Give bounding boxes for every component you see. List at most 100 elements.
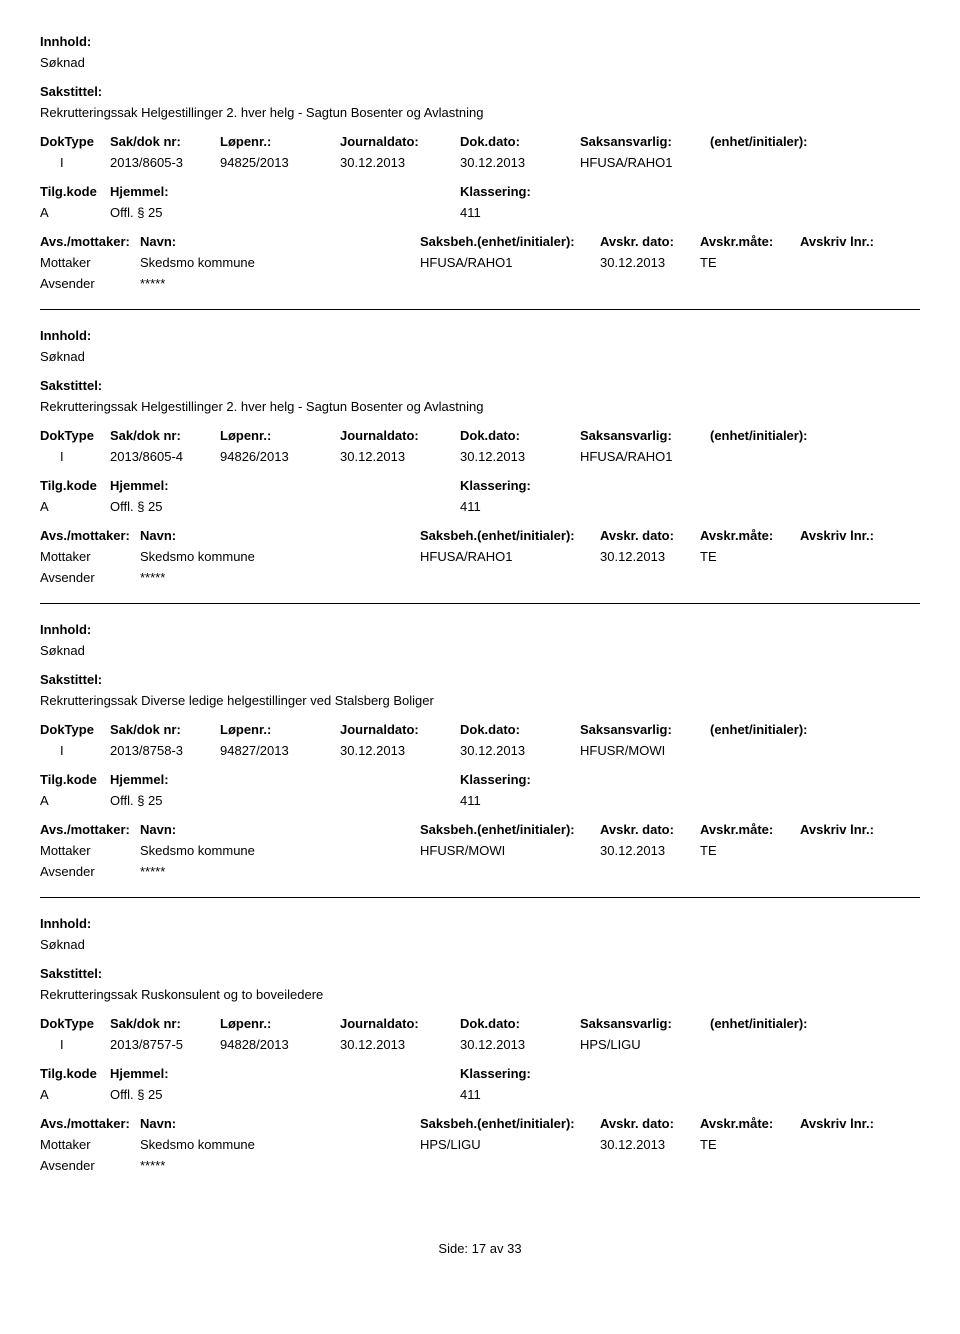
avsender-navn: *****	[140, 276, 420, 291]
avsender-label: Avsender	[40, 276, 140, 291]
lopenr-header: Løpenr.:	[220, 134, 340, 149]
mottaker-label: Mottaker	[40, 1137, 140, 1152]
klassering-value: 411	[460, 499, 660, 514]
innhold-value: Søknad	[40, 937, 920, 952]
saksansvarlig-value: HFUSA/RAHO1	[580, 155, 710, 170]
avsmottaker-header: Avs./mottaker:	[40, 822, 140, 837]
avskrdato-header: Avskr. dato:	[600, 234, 700, 249]
avskrdato-value: 30.12.2013	[600, 255, 700, 270]
saksbeh-header: Saksbeh.(enhet/initialer):	[420, 822, 600, 837]
avsender-navn: *****	[140, 1158, 420, 1173]
klassering-value: 411	[460, 793, 660, 808]
doktype-header: DokType	[40, 134, 110, 149]
innhold-value: Søknad	[40, 349, 920, 364]
hjemmel-value: Offl. § 25	[110, 793, 460, 808]
journaldato-value: 30.12.2013	[340, 1037, 460, 1052]
dokdato-value: 30.12.2013	[460, 155, 580, 170]
klassering-header: Klassering:	[460, 478, 660, 493]
footer-current: 17	[472, 1241, 486, 1256]
hjemmel-header: Hjemmel:	[110, 478, 460, 493]
saknr-value: 2013/8758-3	[110, 743, 220, 758]
enhet-header: (enhet/initialer):	[710, 428, 860, 443]
saknr-value: 2013/8757-5	[110, 1037, 220, 1052]
tilgkode-header: Tilg.kode	[40, 478, 110, 493]
hjemmel-header: Hjemmel:	[110, 184, 460, 199]
avskrmate-header: Avskr.måte:	[700, 1116, 800, 1131]
klassering-header: Klassering:	[460, 772, 660, 787]
saksbeh-value: HFUSR/MOWI	[420, 843, 600, 858]
avsender-label: Avsender	[40, 570, 140, 585]
enhet-header: (enhet/initialer):	[710, 722, 860, 737]
avskrmate-header: Avskr.måte:	[700, 234, 800, 249]
saknr-header: Sak/dok nr:	[110, 722, 220, 737]
doktype-value: I	[40, 449, 110, 464]
avskrdato-value: 30.12.2013	[600, 1137, 700, 1152]
saksbeh-header: Saksbeh.(enhet/initialer):	[420, 528, 600, 543]
sakstittel-label: Sakstittel:	[40, 966, 920, 981]
tilgkode-value: A	[40, 205, 110, 220]
saknr-value: 2013/8605-3	[110, 155, 220, 170]
avskrmate-value: TE	[700, 843, 800, 858]
avskrdato-header: Avskr. dato:	[600, 822, 700, 837]
saksbeh-value: HFUSA/RAHO1	[420, 255, 600, 270]
tilgkode-value: A	[40, 793, 110, 808]
mottaker-label: Mottaker	[40, 549, 140, 564]
lopenr-value: 94828/2013	[220, 1037, 340, 1052]
doktype-value: I	[40, 1037, 110, 1052]
avsmottaker-header: Avs./mottaker:	[40, 234, 140, 249]
navn-header: Navn:	[140, 1116, 420, 1131]
doktype-header: DokType	[40, 1016, 110, 1031]
journal-record: Innhold: Søknad Sakstittel: Rekruttering…	[40, 328, 920, 604]
hjemmel-header: Hjemmel:	[110, 772, 460, 787]
avskrivlnr-header: Avskriv lnr.:	[800, 1116, 900, 1131]
tilgkode-header: Tilg.kode	[40, 772, 110, 787]
mottaker-label: Mottaker	[40, 843, 140, 858]
saksansvarlig-header: Saksansvarlig:	[580, 428, 710, 443]
journaldato-header: Journaldato:	[340, 428, 460, 443]
sakstittel-value: Rekrutteringssak Helgestillinger 2. hver…	[40, 105, 920, 120]
navn-header: Navn:	[140, 528, 420, 543]
dokdato-header: Dok.dato:	[460, 428, 580, 443]
sakstittel-value: Rekrutteringssak Diverse ledige helgesti…	[40, 693, 920, 708]
hjemmel-header: Hjemmel:	[110, 1066, 460, 1081]
tilgkode-header: Tilg.kode	[40, 1066, 110, 1081]
doktype-value: I	[40, 155, 110, 170]
dokdato-header: Dok.dato:	[460, 1016, 580, 1031]
saknr-header: Sak/dok nr:	[110, 134, 220, 149]
doktype-value: I	[40, 743, 110, 758]
saknr-header: Sak/dok nr:	[110, 1016, 220, 1031]
footer-av: av	[490, 1241, 504, 1256]
saksbeh-value: HFUSA/RAHO1	[420, 549, 600, 564]
dokdato-value: 30.12.2013	[460, 449, 580, 464]
saksbeh-header: Saksbeh.(enhet/initialer):	[420, 1116, 600, 1131]
journaldato-header: Journaldato:	[340, 134, 460, 149]
saksansvarlig-value: HFUSA/RAHO1	[580, 449, 710, 464]
enhet-header: (enhet/initialer):	[710, 134, 860, 149]
avskrdato-header: Avskr. dato:	[600, 528, 700, 543]
navn-header: Navn:	[140, 234, 420, 249]
journaldato-header: Journaldato:	[340, 1016, 460, 1031]
saksansvarlig-value: HFUSR/MOWI	[580, 743, 710, 758]
klassering-header: Klassering:	[460, 1066, 660, 1081]
innhold-value: Søknad	[40, 643, 920, 658]
mottaker-navn: Skedsmo kommune	[140, 549, 420, 564]
journal-record: Innhold: Søknad Sakstittel: Rekruttering…	[40, 622, 920, 898]
navn-header: Navn:	[140, 822, 420, 837]
sakstittel-label: Sakstittel:	[40, 378, 920, 393]
doktype-header: DokType	[40, 722, 110, 737]
saknr-header: Sak/dok nr:	[110, 428, 220, 443]
avsender-navn: *****	[140, 570, 420, 585]
avskrdato-value: 30.12.2013	[600, 549, 700, 564]
tilgkode-value: A	[40, 499, 110, 514]
sakstittel-label: Sakstittel:	[40, 672, 920, 687]
tilgkode-header: Tilg.kode	[40, 184, 110, 199]
klassering-value: 411	[460, 1087, 660, 1102]
saksansvarlig-header: Saksansvarlig:	[580, 1016, 710, 1031]
avskrmate-header: Avskr.måte:	[700, 528, 800, 543]
sakstittel-value: Rekrutteringssak Helgestillinger 2. hver…	[40, 399, 920, 414]
avskrmate-value: TE	[700, 549, 800, 564]
lopenr-value: 94826/2013	[220, 449, 340, 464]
dokdato-value: 30.12.2013	[460, 1037, 580, 1052]
hjemmel-value: Offl. § 25	[110, 1087, 460, 1102]
avskrivlnr-header: Avskriv lnr.:	[800, 528, 900, 543]
